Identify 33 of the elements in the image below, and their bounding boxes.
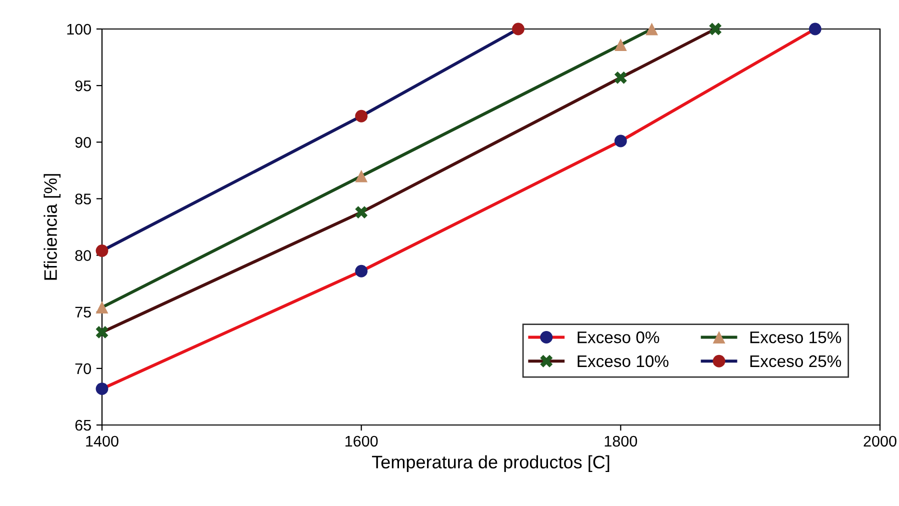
y-tick-label: 90 (75, 137, 91, 148)
legend-label: Exceso 25% (750, 355, 842, 368)
y-tick-label: 65 (75, 420, 91, 431)
point (808, 22, 822, 36)
x-tick-label: 2000 (864, 436, 896, 447)
y-tick-label: 95 (75, 80, 91, 92)
point (614, 38, 627, 52)
point (96, 382, 108, 396)
y-tick-label: 100 (67, 24, 91, 35)
y-tick-label: 85 (75, 194, 91, 204)
point (614, 71, 627, 84)
y-tick-label: 75 (75, 306, 91, 318)
point (355, 264, 368, 278)
y-tick-label: 70 (75, 363, 91, 374)
y-tick-label: 80 (75, 250, 91, 261)
point (355, 170, 368, 182)
x-tick-label: 1800 (604, 436, 638, 447)
x-tick-label: 1600 (346, 436, 378, 447)
point (355, 206, 368, 219)
x-tick-label: 1400 (86, 436, 118, 447)
point (646, 22, 658, 36)
y-axis-title: Eficiencia [%] (44, 174, 61, 280)
point (355, 110, 368, 122)
point (96, 244, 108, 257)
point (709, 22, 722, 36)
x-axis-title: Temperatura de productos [C] (372, 455, 610, 472)
point (96, 326, 108, 338)
point (614, 134, 627, 148)
legend-label: Exceso 15% (750, 332, 842, 344)
legend-label: Exceso 0% (578, 331, 660, 344)
point (96, 301, 108, 314)
point (512, 22, 524, 36)
legend-label: Exceso 10% (578, 355, 668, 368)
